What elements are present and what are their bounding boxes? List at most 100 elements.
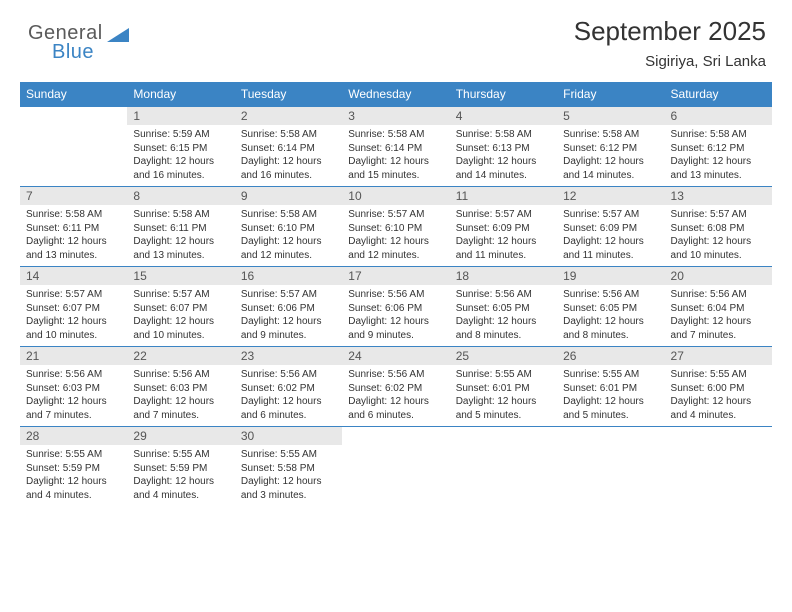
sunrise-text: Sunrise: 5:56 AM [348, 368, 443, 382]
day-number: 16 [235, 267, 342, 285]
sunset-text: Sunset: 5:58 PM [241, 462, 336, 476]
day-number: 28 [20, 427, 127, 445]
calendar-cell [20, 107, 127, 187]
daylight-text: Daylight: 12 hours and 11 minutes. [563, 235, 658, 262]
daylight-text: Daylight: 12 hours and 13 minutes. [133, 235, 228, 262]
day-number: 4 [450, 107, 557, 125]
sunset-text: Sunset: 6:14 PM [348, 142, 443, 156]
sunset-text: Sunset: 6:11 PM [133, 222, 228, 236]
sunset-text: Sunset: 6:05 PM [456, 302, 551, 316]
calendar-cell: 6Sunrise: 5:58 AMSunset: 6:12 PMDaylight… [665, 107, 772, 187]
calendar-cell: 10Sunrise: 5:57 AMSunset: 6:10 PMDayligh… [342, 187, 449, 267]
daylight-text: Daylight: 12 hours and 14 minutes. [456, 155, 551, 182]
daylight-text: Daylight: 12 hours and 10 minutes. [671, 235, 766, 262]
daylight-text: Daylight: 12 hours and 13 minutes. [671, 155, 766, 182]
month-title: September 2025 [20, 16, 766, 47]
sunrise-text: Sunrise: 5:57 AM [241, 288, 336, 302]
daylight-text: Daylight: 12 hours and 4 minutes. [26, 475, 121, 502]
sunrise-text: Sunrise: 5:58 AM [241, 208, 336, 222]
day-number: 3 [342, 107, 449, 125]
weekday-monday: Monday [127, 82, 234, 107]
day-number: 6 [665, 107, 772, 125]
calendar-cell: 28Sunrise: 5:55 AMSunset: 5:59 PMDayligh… [20, 427, 127, 507]
daylight-text: Daylight: 12 hours and 8 minutes. [563, 315, 658, 342]
calendar-row: 28Sunrise: 5:55 AMSunset: 5:59 PMDayligh… [20, 427, 772, 507]
sunset-text: Sunset: 6:04 PM [671, 302, 766, 316]
day-details: Sunrise: 5:56 AMSunset: 6:02 PMDaylight:… [235, 365, 342, 426]
sunrise-text: Sunrise: 5:55 AM [563, 368, 658, 382]
calendar-cell: 29Sunrise: 5:55 AMSunset: 5:59 PMDayligh… [127, 427, 234, 507]
sunrise-text: Sunrise: 5:58 AM [671, 128, 766, 142]
day-number: 9 [235, 187, 342, 205]
calendar-cell: 24Sunrise: 5:56 AMSunset: 6:02 PMDayligh… [342, 347, 449, 427]
weekday-wednesday: Wednesday [342, 82, 449, 107]
sunrise-text: Sunrise: 5:58 AM [26, 208, 121, 222]
sunrise-text: Sunrise: 5:58 AM [563, 128, 658, 142]
sunrise-text: Sunrise: 5:55 AM [671, 368, 766, 382]
sunrise-text: Sunrise: 5:56 AM [671, 288, 766, 302]
sunset-text: Sunset: 6:11 PM [26, 222, 121, 236]
sunrise-text: Sunrise: 5:58 AM [133, 208, 228, 222]
day-number: 22 [127, 347, 234, 365]
calendar-cell [342, 427, 449, 507]
sunset-text: Sunset: 6:09 PM [456, 222, 551, 236]
calendar-cell: 16Sunrise: 5:57 AMSunset: 6:06 PMDayligh… [235, 267, 342, 347]
sunset-text: Sunset: 6:10 PM [241, 222, 336, 236]
calendar-cell: 22Sunrise: 5:56 AMSunset: 6:03 PMDayligh… [127, 347, 234, 427]
weekday-thursday: Thursday [450, 82, 557, 107]
day-number: 1 [127, 107, 234, 125]
calendar-cell: 4Sunrise: 5:58 AMSunset: 6:13 PMDaylight… [450, 107, 557, 187]
day-details: Sunrise: 5:58 AMSunset: 6:13 PMDaylight:… [450, 125, 557, 186]
day-details: Sunrise: 5:58 AMSunset: 6:12 PMDaylight:… [665, 125, 772, 186]
sunrise-text: Sunrise: 5:57 AM [563, 208, 658, 222]
calendar-cell: 1Sunrise: 5:59 AMSunset: 6:15 PMDaylight… [127, 107, 234, 187]
sunrise-text: Sunrise: 5:56 AM [563, 288, 658, 302]
calendar-cell: 14Sunrise: 5:57 AMSunset: 6:07 PMDayligh… [20, 267, 127, 347]
sunrise-text: Sunrise: 5:57 AM [133, 288, 228, 302]
daylight-text: Daylight: 12 hours and 10 minutes. [26, 315, 121, 342]
sunset-text: Sunset: 6:03 PM [133, 382, 228, 396]
day-details: Sunrise: 5:56 AMSunset: 6:02 PMDaylight:… [342, 365, 449, 426]
day-details: Sunrise: 5:58 AMSunset: 6:12 PMDaylight:… [557, 125, 664, 186]
day-details: Sunrise: 5:58 AMSunset: 6:11 PMDaylight:… [20, 205, 127, 266]
day-details: Sunrise: 5:59 AMSunset: 6:15 PMDaylight:… [127, 125, 234, 186]
sunset-text: Sunset: 6:12 PM [563, 142, 658, 156]
daylight-text: Daylight: 12 hours and 3 minutes. [241, 475, 336, 502]
day-number: 27 [665, 347, 772, 365]
brand-logo: General Blue [28, 22, 129, 64]
daylight-text: Daylight: 12 hours and 12 minutes. [241, 235, 336, 262]
day-details: Sunrise: 5:55 AMSunset: 6:00 PMDaylight:… [665, 365, 772, 426]
daylight-text: Daylight: 12 hours and 10 minutes. [133, 315, 228, 342]
daylight-text: Daylight: 12 hours and 12 minutes. [348, 235, 443, 262]
weekday-friday: Friday [557, 82, 664, 107]
calendar-cell: 18Sunrise: 5:56 AMSunset: 6:05 PMDayligh… [450, 267, 557, 347]
calendar-cell: 8Sunrise: 5:58 AMSunset: 6:11 PMDaylight… [127, 187, 234, 267]
calendar-cell: 30Sunrise: 5:55 AMSunset: 5:58 PMDayligh… [235, 427, 342, 507]
day-details: Sunrise: 5:56 AMSunset: 6:05 PMDaylight:… [450, 285, 557, 346]
brand-triangle-icon [107, 28, 129, 42]
sunset-text: Sunset: 6:12 PM [671, 142, 766, 156]
calendar-row: 7Sunrise: 5:58 AMSunset: 6:11 PMDaylight… [20, 187, 772, 267]
day-number: 18 [450, 267, 557, 285]
calendar-row: 1Sunrise: 5:59 AMSunset: 6:15 PMDaylight… [20, 107, 772, 187]
daylight-text: Daylight: 12 hours and 7 minutes. [133, 395, 228, 422]
calendar-cell: 12Sunrise: 5:57 AMSunset: 6:09 PMDayligh… [557, 187, 664, 267]
sunset-text: Sunset: 6:13 PM [456, 142, 551, 156]
sunrise-text: Sunrise: 5:56 AM [348, 288, 443, 302]
daylight-text: Daylight: 12 hours and 7 minutes. [26, 395, 121, 422]
day-details: Sunrise: 5:58 AMSunset: 6:14 PMDaylight:… [235, 125, 342, 186]
day-number: 21 [20, 347, 127, 365]
daylight-text: Daylight: 12 hours and 4 minutes. [133, 475, 228, 502]
sunset-text: Sunset: 6:15 PM [133, 142, 228, 156]
daylight-text: Daylight: 12 hours and 16 minutes. [133, 155, 228, 182]
calendar-row: 21Sunrise: 5:56 AMSunset: 6:03 PMDayligh… [20, 347, 772, 427]
sunrise-text: Sunrise: 5:56 AM [26, 368, 121, 382]
sunrise-text: Sunrise: 5:56 AM [241, 368, 336, 382]
day-number: 14 [20, 267, 127, 285]
day-details: Sunrise: 5:55 AMSunset: 6:01 PMDaylight:… [450, 365, 557, 426]
sunrise-text: Sunrise: 5:57 AM [671, 208, 766, 222]
daylight-text: Daylight: 12 hours and 15 minutes. [348, 155, 443, 182]
sunset-text: Sunset: 6:08 PM [671, 222, 766, 236]
calendar-cell: 7Sunrise: 5:58 AMSunset: 6:11 PMDaylight… [20, 187, 127, 267]
sunrise-text: Sunrise: 5:57 AM [348, 208, 443, 222]
